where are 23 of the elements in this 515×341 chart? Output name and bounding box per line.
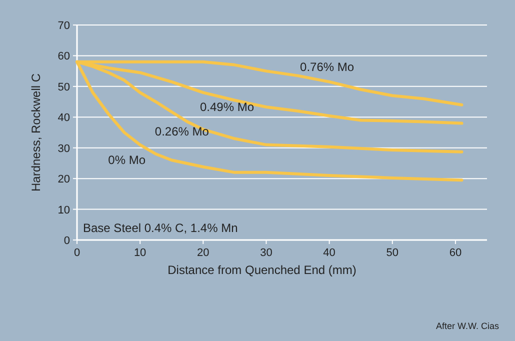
series-label: 0.26% Mo: [154, 124, 210, 139]
y-tick-label: 0: [64, 235, 70, 247]
x-tick-label: 60: [449, 247, 462, 259]
y-tick-label: 70: [58, 20, 70, 32]
x-tick-label: 30: [260, 247, 272, 259]
x-tick-label: 10: [134, 247, 146, 259]
x-tick-label: 40: [323, 247, 336, 259]
y-tick-label: 30: [58, 142, 70, 155]
y-tick-label: 20: [58, 174, 70, 186]
y-tick-label: 60: [58, 50, 70, 63]
text: After W.W. Cias: [436, 321, 500, 331]
y-tick-label: 10: [58, 204, 70, 216]
x-axis-title: Distance from Quenched End (mm): [168, 263, 356, 277]
x-tick-label: 50: [386, 247, 399, 259]
y-axis-title: Hardness, Rockwell C: [29, 73, 43, 192]
x-tick-label: 0: [74, 247, 80, 259]
y-tick-label: 40: [58, 112, 70, 124]
series-label: 0% Mo: [108, 152, 146, 167]
y-tick-label: 50: [58, 81, 70, 94]
series-label: 0.49% Mo: [200, 100, 254, 114]
annotation: Base Steel 0.4% C, 1.4% Mn: [83, 221, 238, 235]
series-label: 0.76% Mo: [300, 60, 354, 74]
x-tick-label: 20: [197, 247, 210, 259]
